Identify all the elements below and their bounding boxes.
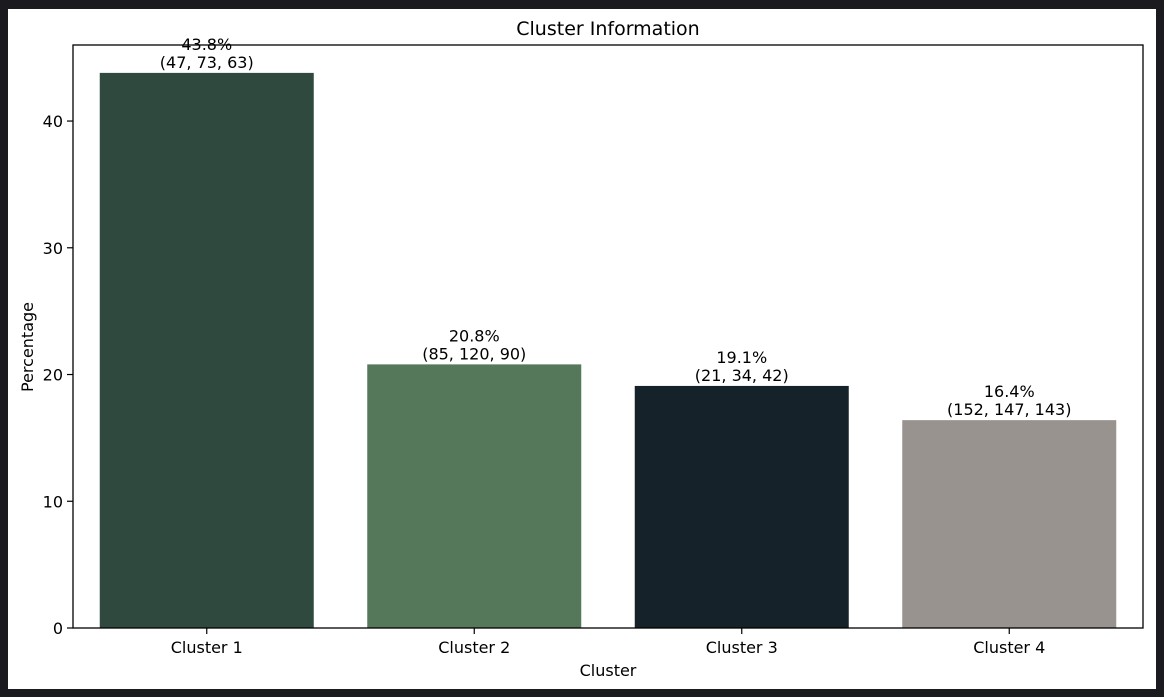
chart-title: Cluster Information [516,18,699,40]
bar-chart: Cluster Information 43.8%(47, 73, 63)20.… [18,18,1144,680]
bar-value-label: 20.8% [449,326,500,345]
bar-cluster-4 [902,420,1117,628]
bar-rgb-label: (47, 73, 63) [160,53,254,72]
x-tick-label: Cluster 2 [438,638,510,657]
bar-cluster-1 [99,72,314,628]
x-axis: Cluster 1 Cluster 2 Cluster 3 Cluster 4 [171,628,1045,657]
figure: Cluster Information 43.8% (47, 73, 63) 20.… [8,9,1156,689]
x-tick-label: Cluster 4 [973,638,1045,657]
bar-rgb-label: (152, 147, 143) [947,400,1071,419]
y-tick-label: 30 [43,239,63,258]
y-tick-label: 10 [43,492,63,511]
x-tick-label: Cluster 3 [706,638,778,657]
y-tick-label: 0 [53,619,63,638]
plot-area-frame [72,44,1144,629]
bars-group [99,72,1117,628]
bar-labels-group: 43.8%(47, 73, 63)20.8%(85, 120, 90) 19.1%… [160,35,1072,419]
bar-rgb-label: (85, 120, 90) [422,344,526,363]
bar-cluster-2 [367,364,582,628]
y-tick-label: 40 [43,112,63,131]
y-tick-label: 20 [43,366,63,385]
bar-value-label: 16.4% [984,382,1035,401]
x-axis-label: Cluster [580,661,637,680]
y-axis-label: Percentage [18,302,37,392]
bar-value-label: 19.1% [716,348,767,367]
x-tick-label: Cluster 1 [171,638,243,657]
bar-cluster-3 [634,385,849,628]
y-axis: 0 10 20 30 40 [43,112,73,638]
bar-rgb-label: (21, 34, 42) [695,366,789,385]
